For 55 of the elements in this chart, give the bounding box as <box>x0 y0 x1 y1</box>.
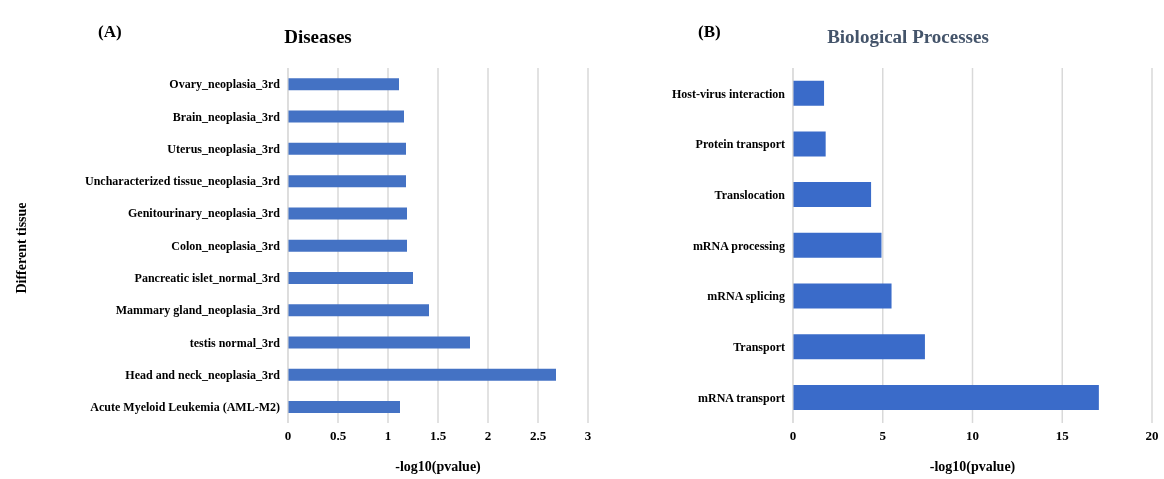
x-axis-title: -log10(pvalue) <box>395 459 482 475</box>
bar <box>793 384 1099 410</box>
bar <box>793 80 825 106</box>
bar <box>288 78 399 91</box>
bar <box>288 304 429 317</box>
bar <box>793 232 882 258</box>
y-tick-label: testis normal_3rd <box>189 335 281 350</box>
bar <box>793 131 826 157</box>
x-tick-label: 0 <box>284 428 292 444</box>
chart-title: Diseases <box>283 26 353 48</box>
bar <box>288 239 407 252</box>
y-tick-label: Protein transport <box>695 137 785 152</box>
y-tick-label: Translocation <box>714 188 786 203</box>
x-tick-label: 15 <box>1055 428 1070 444</box>
y-tick-label: Genitourinary_neoplasia_3rd <box>127 206 281 221</box>
y-axis-title: Different tissue <box>14 202 30 294</box>
chart-title: Biological Processes <box>826 26 990 48</box>
x-tick-label: 5 <box>879 428 887 444</box>
x-tick-label: 10 <box>966 428 979 444</box>
y-tick-label: mRNA transport <box>698 390 785 405</box>
bar <box>288 110 404 123</box>
y-tick-label: Pancreatic islet_normal_3rd <box>134 271 281 286</box>
y-tick-label: Uncharacterized tissue_neoplasia_3rd <box>85 174 281 189</box>
y-tick-label: Colon_neoplasia_3rd <box>171 238 281 253</box>
x-tick-label: 3 <box>584 428 592 444</box>
y-tick-label: mRNA splicing <box>707 289 785 304</box>
y-tick-label: Mammary gland_neoplasia_3rd <box>115 303 281 318</box>
x-tick-label: 0 <box>789 428 797 444</box>
bar <box>793 334 925 360</box>
text: (B) <box>698 22 721 42</box>
bar <box>288 336 470 349</box>
x-tick-label: 2 <box>484 428 492 444</box>
bar <box>288 207 407 220</box>
y-tick-label: Uterus_neoplasia_3rd <box>167 141 281 156</box>
text: (A) <box>98 22 122 42</box>
y-tick-label: Ovary_neoplasia_3rd <box>169 77 281 92</box>
y-tick-label: Transport <box>733 340 785 355</box>
y-tick-label: Head and neck_neoplasia_3rd <box>125 367 281 382</box>
y-tick-label: mRNA processing <box>692 238 785 253</box>
x-tick-label: 20 <box>1145 428 1159 444</box>
bar <box>288 368 556 381</box>
bar <box>288 175 406 188</box>
y-tick-label: Acute Myeloid Leukemia (AML-M2) <box>90 400 280 415</box>
x-tick-label: 1 <box>384 428 392 444</box>
x-tick-label: 2.5 <box>529 428 547 444</box>
x-tick-label: 0.5 <box>329 428 347 444</box>
x-tick-label: 1.5 <box>429 428 447 444</box>
x-axis-title: -log10(pvalue) <box>929 459 1016 475</box>
bar <box>793 182 872 208</box>
y-tick-label: Host-virus interaction <box>672 86 786 101</box>
bar <box>288 142 406 155</box>
y-tick-label: Brain_neoplasia_3rd <box>172 109 281 124</box>
bar <box>793 283 892 309</box>
bar <box>288 271 413 284</box>
bar <box>288 401 400 414</box>
